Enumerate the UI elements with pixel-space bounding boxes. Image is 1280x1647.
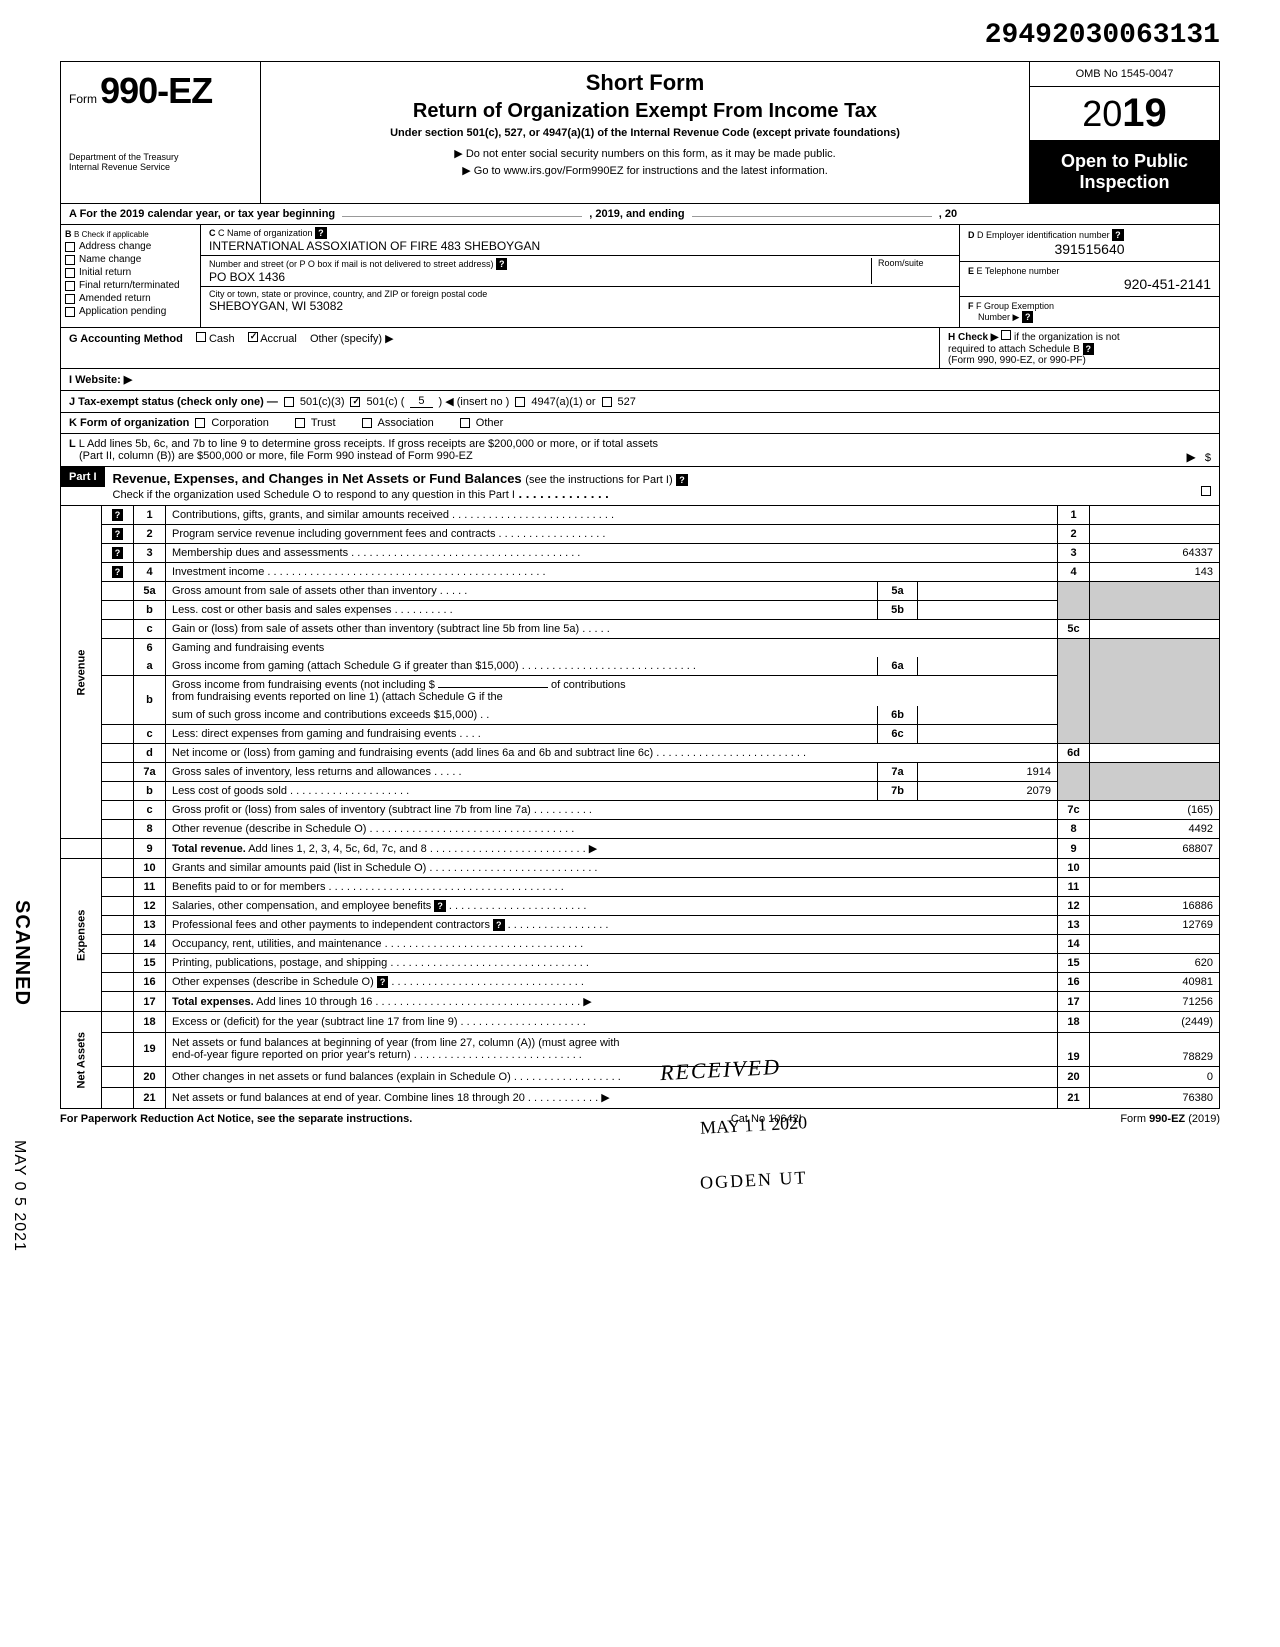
val-18: (2449) bbox=[1090, 1012, 1220, 1033]
checkbox-corp[interactable] bbox=[195, 418, 205, 428]
org-name: INTERNATIONAL ASSOXIATION OF FIRE 483 SH… bbox=[209, 239, 951, 253]
val-20: 0 bbox=[1090, 1066, 1220, 1087]
val-4: 143 bbox=[1090, 563, 1220, 582]
line-h: H Check ▶ if the organization is not req… bbox=[939, 328, 1219, 368]
line-l: L L Add lines 5b, 6c, and 7b to line 9 t… bbox=[60, 434, 1220, 467]
val-21: 76380 bbox=[1090, 1087, 1220, 1109]
help-icon: ? bbox=[496, 258, 508, 270]
checkbox-527[interactable] bbox=[602, 397, 612, 407]
city: SHEBOYGAN, WI 53082 bbox=[209, 299, 951, 313]
tax-year: 2019 bbox=[1030, 87, 1219, 141]
val-7c: (165) bbox=[1090, 801, 1220, 820]
checkbox-other[interactable] bbox=[460, 418, 470, 428]
checkbox-pending[interactable] bbox=[65, 307, 75, 317]
checkbox-amended[interactable] bbox=[65, 294, 75, 304]
val-7a: 1914 bbox=[918, 763, 1058, 782]
ein: 391515640 bbox=[968, 241, 1211, 257]
checkbox-name-change[interactable] bbox=[65, 255, 75, 265]
footer: For Paperwork Reduction Act Notice, see … bbox=[60, 1113, 1220, 1125]
checkbox-initial-return[interactable] bbox=[65, 268, 75, 278]
val-17: 71256 bbox=[1090, 992, 1220, 1012]
section-def: D D Employer identification number ? 391… bbox=[959, 225, 1219, 327]
help-icon: ? bbox=[1112, 229, 1124, 241]
dept-treasury: Department of the Treasury bbox=[69, 152, 252, 162]
stamp-ogden: OGDEN UT bbox=[700, 1167, 808, 1194]
checkbox-final-return[interactable] bbox=[65, 281, 75, 291]
title-return: Return of Organization Exempt From Incom… bbox=[269, 100, 1021, 123]
scanned-date-stamp: MAY 0 5 2021 bbox=[10, 1140, 28, 1252]
telephone: 920-451-2141 bbox=[968, 276, 1211, 292]
note-url: ▶ Go to www.irs.gov/Form990EZ for instru… bbox=[269, 164, 1021, 177]
val-8: 4492 bbox=[1090, 820, 1220, 839]
help-icon: ? bbox=[315, 227, 327, 239]
checkbox-h[interactable] bbox=[1001, 330, 1011, 340]
checkbox-trust[interactable] bbox=[295, 418, 305, 428]
val-15: 620 bbox=[1090, 954, 1220, 973]
val-7b: 2079 bbox=[918, 782, 1058, 801]
top-code: 29492030063131 bbox=[60, 20, 1220, 51]
help-icon: ? bbox=[676, 474, 688, 486]
section-c: C C Name of organization ? INTERNATIONAL… bbox=[201, 225, 959, 327]
val-3: 64337 bbox=[1090, 544, 1220, 563]
checkbox-address-change[interactable] bbox=[65, 242, 75, 252]
checkbox-4947[interactable] bbox=[515, 397, 525, 407]
checkbox-501c[interactable] bbox=[350, 397, 360, 407]
form-prefix: Form bbox=[69, 92, 97, 106]
subtitle: Under section 501(c), 527, or 4947(a)(1)… bbox=[269, 127, 1021, 139]
help-icon: ? bbox=[1022, 311, 1034, 323]
section-bcd: B B Check if applicable Address change N… bbox=[60, 225, 1220, 328]
section-b: B B Check if applicable Address change N… bbox=[61, 225, 201, 327]
omb-number: OMB No 1545-0047 bbox=[1030, 62, 1219, 87]
line-g: G Accounting Method Cash Accrual Other (… bbox=[61, 328, 939, 368]
line-a: A For the 2019 calendar year, or tax yea… bbox=[60, 204, 1220, 225]
checkbox-cash[interactable] bbox=[196, 332, 206, 342]
note-ssn: ▶ Do not enter social security numbers o… bbox=[269, 147, 1021, 160]
open-public: Open to Public Inspection bbox=[1030, 141, 1219, 203]
checkbox-assoc[interactable] bbox=[362, 418, 372, 428]
part-1-header: Part I Revenue, Expenses, and Changes in… bbox=[60, 467, 1220, 506]
val-9: 68807 bbox=[1090, 839, 1220, 859]
val-12: 16886 bbox=[1090, 897, 1220, 916]
line-j: J Tax-exempt status (check only one) — 5… bbox=[60, 391, 1220, 413]
street: PO BOX 1436 bbox=[209, 270, 871, 284]
form-header: Form 990-EZ Department of the Treasury I… bbox=[60, 61, 1220, 204]
scanned-stamp: SCANNED bbox=[10, 900, 33, 1006]
dept-irs: Internal Revenue Service bbox=[69, 162, 252, 172]
val-13: 12769 bbox=[1090, 916, 1220, 935]
val-16: 40981 bbox=[1090, 973, 1220, 992]
line-k: K Form of organization Corporation Trust… bbox=[60, 413, 1220, 434]
side-netassets: Net Assets bbox=[61, 1012, 102, 1109]
form-number: 990-EZ bbox=[100, 70, 212, 111]
line-i: I Website: ▶ bbox=[61, 369, 1219, 390]
main-table: Revenue ? 1 Contributions, gifts, grants… bbox=[60, 506, 1220, 1109]
side-expenses: Expenses bbox=[61, 859, 102, 1012]
checkbox-schedule-o[interactable] bbox=[1201, 486, 1211, 496]
val-19: 78829 bbox=[1090, 1032, 1220, 1066]
title-short-form: Short Form bbox=[269, 70, 1021, 96]
help-icon: ? bbox=[1083, 343, 1095, 355]
checkbox-accrual[interactable] bbox=[248, 332, 258, 342]
checkbox-501c3[interactable] bbox=[284, 397, 294, 407]
stamp-date: MAY 1 1 2020 bbox=[700, 1112, 808, 1139]
side-revenue: Revenue bbox=[61, 506, 102, 839]
